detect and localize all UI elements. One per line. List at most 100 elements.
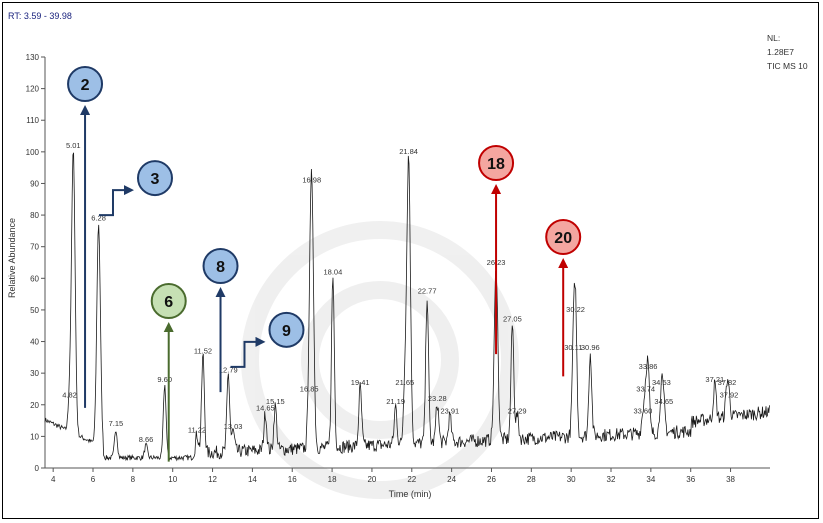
x-tick-label: 14 (248, 475, 257, 484)
x-tick-label: 24 (447, 475, 456, 484)
peak-label: 4.82 (62, 391, 77, 400)
compound-marker-2: 2 (67, 66, 104, 408)
marker-circle (150, 283, 187, 319)
compound-marker-3: 3 (98, 160, 173, 217)
scan-label: TIC MS 10 (767, 61, 808, 71)
compound-marker-8: 8 (202, 248, 239, 393)
x-tick-label: 6 (91, 475, 96, 484)
peak-label: 23.91 (440, 406, 459, 415)
peak-label: 11.52 (194, 346, 212, 355)
peak-label: 11.22 (188, 425, 206, 434)
peak-label: 13.03 (224, 422, 243, 431)
marker-circle (268, 311, 305, 348)
peak-label: 7.15 (109, 419, 124, 428)
x-axis-label: Time (min) (389, 489, 432, 499)
marker-circle (545, 219, 582, 255)
peak-label: 16.85 (300, 384, 319, 393)
peak-label: 8.66 (139, 435, 154, 444)
x-tick-label: 18 (328, 475, 337, 484)
y-tick-label: 30 (30, 369, 39, 378)
y-tick-label: 10 (30, 432, 39, 441)
peak-label: 6.28 (91, 214, 106, 223)
y-tick-label: 0 (35, 464, 40, 473)
marker-arrow (98, 185, 134, 217)
x-tick-label: 4 (51, 475, 56, 484)
watermark-logo (241, 221, 519, 499)
marker-label: 8 (216, 259, 225, 276)
peak-label: 14.65 (256, 403, 275, 412)
peak-labels: 4.82 5.01 6.28 7.15 8.66 9.60 11.22 11.52 12.79 1… (62, 141, 738, 444)
x-tick-label: 26 (487, 475, 496, 484)
peak-label: 15.15 (266, 397, 285, 406)
y-tick-label: 90 (30, 179, 39, 188)
compound-marker-9: 9 (230, 311, 305, 368)
nl-label: NL: (767, 33, 780, 43)
marker-circle (478, 145, 515, 181)
peak-label: 37.82 (718, 378, 737, 387)
peak-label: 37.92 (720, 391, 739, 400)
x-tick-label: 10 (168, 475, 177, 484)
peak-label: 21.84 (399, 147, 418, 156)
marker-arrow (230, 336, 266, 368)
peak-label: 16.98 (302, 176, 321, 185)
nl-value: 1.28E7 (767, 47, 794, 57)
peak-label: 19.41 (351, 378, 370, 387)
peak-label: 37.21 (705, 375, 724, 384)
x-tick-label: 16 (288, 475, 297, 484)
peak-label: 9.60 (157, 375, 172, 384)
compound-marker-18: 18 (478, 145, 515, 355)
marker-label: 3 (151, 171, 160, 188)
peak-label: 21.65 (395, 378, 414, 387)
y-tick-label: 130 (26, 53, 40, 62)
peak-label: 12.79 (219, 365, 238, 374)
marker-label: 2 (81, 77, 90, 94)
peak-label: 18.04 (323, 267, 342, 276)
peak-label: 30.96 (581, 343, 600, 352)
y-tick-label: 20 (30, 401, 39, 410)
peak-label: 21.19 (386, 397, 405, 406)
x-tick-label: 32 (607, 475, 616, 484)
marker-circle (136, 160, 173, 197)
peak-label: 34.65 (654, 397, 673, 406)
y-tick-label: 60 (30, 274, 39, 283)
y-tick-label: 120 (26, 85, 40, 94)
rt-range-label: RT: 3.59 - 39.98 (8, 11, 72, 21)
x-tick-label: 30 (567, 475, 576, 484)
peak-label: 27.29 (508, 406, 527, 415)
peak-label: 23.28 (428, 394, 447, 403)
peak-label: 30.22 (566, 305, 585, 314)
peak-label: 30.11 (564, 343, 582, 352)
tic-trace-line (44, 152, 770, 462)
y-axis-label: Relative Abundance (7, 218, 17, 298)
compound-marker-20: 20 (545, 219, 582, 377)
compound-marker-6: 6 (150, 283, 187, 462)
x-tick-label: 28 (527, 475, 536, 484)
marker-label: 18 (487, 156, 505, 173)
marker-label: 20 (554, 230, 572, 247)
peak-label: 5.01 (66, 141, 81, 150)
marker-circle (202, 248, 239, 284)
x-tick-label: 38 (726, 475, 735, 484)
y-tick-label: 110 (26, 116, 39, 125)
axes: 0 10 20 30 40 50 60 70 80 90 100 110 120 130 4 6 8 10 12 14… (26, 53, 770, 484)
peak-label: 27.05 (503, 315, 522, 324)
x-tick-label: 34 (646, 475, 655, 484)
y-tick-label: 70 (30, 243, 39, 252)
y-tick-label: 80 (30, 211, 39, 220)
peak-label: 33.74 (636, 384, 655, 393)
y-tick-label: 50 (30, 306, 39, 315)
peak-label: 33.60 (634, 406, 653, 415)
x-tick-label: 12 (208, 475, 217, 484)
y-tick-label: 40 (30, 338, 39, 347)
marker-label: 9 (282, 323, 291, 340)
y-tick-label: 100 (26, 148, 40, 157)
x-tick-label: 8 (131, 475, 136, 484)
x-tick-label: 36 (686, 475, 695, 484)
peak-label: 22.77 (418, 286, 437, 295)
peak-label: 33.86 (639, 362, 658, 371)
compound-markers: 2 3 6 8 9 18 20 (67, 66, 582, 462)
marker-circle (67, 66, 104, 102)
x-tick-label: 22 (407, 475, 416, 484)
